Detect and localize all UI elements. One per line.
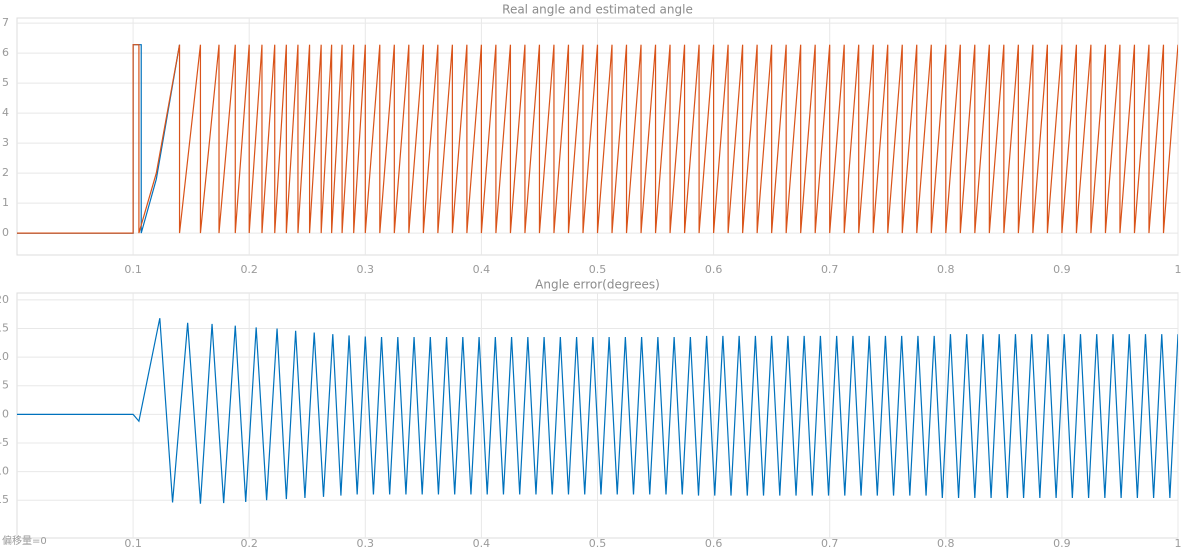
- y-tick-label: 2: [2, 166, 9, 179]
- x-tick-label: 0.3: [357, 537, 375, 550]
- y-tick-label: 1: [2, 196, 9, 209]
- x-tick-label: 0.3: [357, 263, 375, 276]
- chart-title: Real angle and estimated angle: [502, 3, 693, 17]
- x-tick-label: 0.8: [937, 537, 955, 550]
- y-tick-label: 20: [0, 293, 9, 306]
- x-tick-label: 0.5: [589, 537, 607, 550]
- y-tick-label: -15: [0, 493, 9, 506]
- x-tick-label: 1: [1175, 537, 1182, 550]
- plot-lines: [17, 44, 1178, 234]
- y-tick-label: 5: [2, 379, 9, 392]
- x-tick-label: 0.8: [937, 263, 955, 276]
- x-tick-label: 0.1: [124, 263, 142, 276]
- x-tick-label: 0.6: [705, 263, 723, 276]
- x-tick-label: 0.5: [589, 263, 607, 276]
- y-tick-label: 0: [2, 226, 9, 239]
- x-tick-label: 0.7: [821, 263, 839, 276]
- y-tick-label: 6: [2, 46, 9, 59]
- y-tick-label: -10: [0, 465, 9, 478]
- plot-lines: [17, 318, 1178, 504]
- y-tick-label: 4: [2, 106, 9, 119]
- offset-note: 偏移量=0: [2, 534, 47, 547]
- y-tick-label: 5: [2, 76, 9, 89]
- y-tick-label: 0: [2, 407, 9, 420]
- signal-line: [17, 44, 1178, 234]
- x-tick-label: 0.6: [705, 537, 723, 550]
- y-tick-label: 7: [2, 16, 9, 29]
- signal-line: [17, 318, 1178, 504]
- y-tick-label: 15: [0, 321, 9, 334]
- x-tick-label: 0.1: [124, 537, 142, 550]
- y-tick-label: -5: [0, 436, 9, 449]
- x-tick-label: 0.2: [240, 537, 258, 550]
- x-tick-label: 0.2: [240, 263, 258, 276]
- x-tick-label: 0.9: [1053, 537, 1071, 550]
- y-tick-label: 3: [2, 136, 9, 149]
- x-tick-label: 0.9: [1053, 263, 1071, 276]
- x-tick-label: 1: [1175, 263, 1182, 276]
- x-tick-label: 0.7: [821, 537, 839, 550]
- x-tick-label: 0.4: [473, 537, 491, 550]
- y-tick-label: 10: [0, 350, 9, 363]
- x-tick-label: 0.4: [473, 263, 491, 276]
- chart-title: Angle error(degrees): [535, 278, 660, 292]
